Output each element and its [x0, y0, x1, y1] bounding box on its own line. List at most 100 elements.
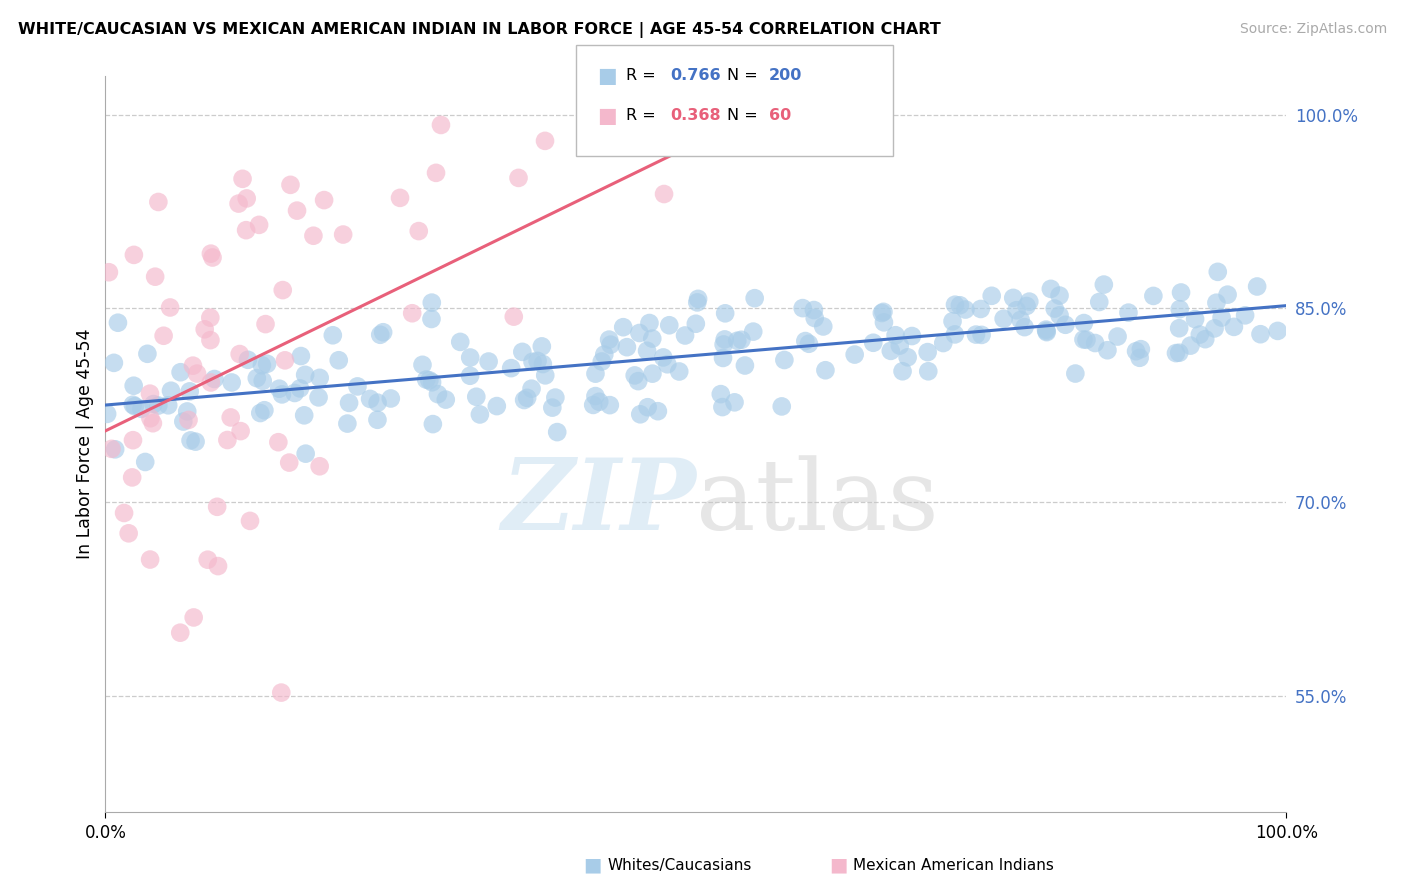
Point	[285, 203, 308, 218]
Point	[1097, 343, 1119, 358]
Point	[449, 334, 471, 349]
Point	[612, 320, 634, 334]
Point	[247, 218, 270, 232]
Point	[426, 387, 449, 401]
Point	[1014, 320, 1036, 334]
Point	[267, 435, 290, 450]
Point	[179, 384, 201, 399]
Text: ■: ■	[583, 855, 602, 875]
Point	[104, 442, 127, 457]
Point	[582, 398, 605, 412]
Point	[246, 371, 269, 385]
Point	[332, 227, 354, 242]
Point	[513, 392, 536, 407]
Point	[136, 347, 159, 361]
Point	[725, 334, 748, 348]
Point	[1107, 329, 1129, 343]
Point	[478, 354, 501, 368]
Point	[100, 442, 122, 456]
Point	[207, 559, 229, 574]
Point	[1168, 345, 1191, 359]
Point	[1035, 325, 1057, 339]
Point	[122, 378, 145, 392]
Point	[217, 433, 239, 447]
Point	[641, 332, 664, 346]
Point	[512, 344, 534, 359]
Point	[730, 333, 752, 347]
Point	[1035, 323, 1057, 337]
Point	[501, 361, 523, 376]
Point	[949, 298, 972, 312]
Point	[112, 506, 135, 520]
Point	[292, 409, 315, 423]
Point	[422, 417, 444, 431]
Point	[873, 315, 896, 329]
Point	[734, 359, 756, 373]
Point	[773, 353, 796, 368]
Point	[253, 403, 276, 417]
Text: R =: R =	[626, 69, 661, 83]
Point	[1064, 367, 1087, 381]
Point	[943, 327, 966, 342]
Point	[229, 424, 252, 438]
Point	[508, 170, 530, 185]
Point	[598, 333, 620, 347]
Point	[194, 322, 217, 336]
Point	[1073, 316, 1095, 330]
Point	[623, 368, 645, 383]
Point	[1211, 310, 1233, 325]
Point	[177, 413, 200, 427]
Point	[485, 399, 508, 413]
Point	[636, 343, 658, 358]
Point	[711, 351, 734, 365]
Point	[468, 408, 491, 422]
Point	[880, 343, 903, 358]
Point	[891, 364, 914, 378]
Text: Source: ZipAtlas.com: Source: ZipAtlas.com	[1240, 22, 1388, 37]
Point	[520, 382, 543, 396]
Point	[1005, 303, 1028, 318]
Point	[1204, 321, 1226, 335]
Point	[235, 191, 257, 205]
Text: 0.766: 0.766	[671, 69, 721, 83]
Point	[1084, 336, 1107, 351]
Point	[254, 317, 277, 331]
Point	[420, 312, 443, 326]
Point	[526, 354, 548, 368]
Point	[723, 395, 745, 409]
Point	[1043, 301, 1066, 316]
Point	[627, 374, 650, 388]
Point	[1250, 327, 1272, 342]
Point	[122, 248, 145, 262]
Point	[186, 367, 208, 381]
Point	[668, 364, 690, 378]
Point	[1170, 285, 1192, 300]
Point	[1216, 287, 1239, 301]
Point	[1246, 279, 1268, 293]
Point	[637, 401, 659, 415]
Point	[420, 376, 443, 390]
Point	[628, 326, 651, 340]
Point	[420, 295, 443, 310]
Text: 0.368: 0.368	[671, 109, 721, 123]
Point	[1129, 342, 1152, 356]
Point	[367, 395, 389, 409]
Point	[308, 390, 330, 404]
Point	[288, 381, 311, 395]
Point	[1049, 309, 1071, 323]
Point	[522, 355, 544, 369]
Point	[544, 391, 567, 405]
Point	[103, 356, 125, 370]
Point	[591, 354, 613, 368]
Point	[142, 416, 165, 430]
Point	[366, 413, 388, 427]
Point	[200, 376, 222, 390]
Text: 200: 200	[769, 69, 803, 83]
Point	[1092, 277, 1115, 292]
Point	[1088, 295, 1111, 310]
Point	[219, 410, 242, 425]
Point	[425, 166, 447, 180]
Point	[1118, 305, 1140, 319]
Point	[1002, 291, 1025, 305]
Point	[803, 311, 825, 326]
